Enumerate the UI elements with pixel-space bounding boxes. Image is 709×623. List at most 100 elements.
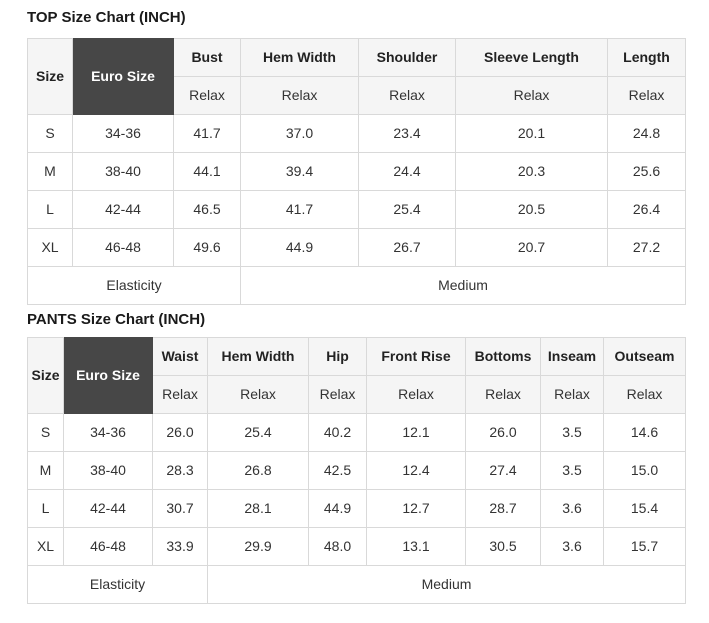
relax-subheader: Relax — [607, 76, 686, 115]
value-cell: 15.0 — [603, 451, 686, 490]
relax-subheader: Relax — [465, 375, 541, 414]
footer-row: Elasticity Medium — [27, 266, 686, 305]
value-cell: 28.1 — [207, 489, 309, 528]
footer-row: Elasticity Medium — [27, 565, 686, 604]
value-cell: 26.7 — [358, 228, 456, 267]
elasticity-value: Medium — [207, 565, 686, 604]
relax-subheader: Relax — [152, 375, 208, 414]
elasticity-label: Elasticity — [27, 266, 241, 305]
value-cell: 38-40 — [72, 152, 174, 191]
value-cell: 34-36 — [72, 114, 174, 153]
value-cell: 30.7 — [152, 489, 208, 528]
relax-subheader: Relax — [540, 375, 604, 414]
value-cell: 44.9 — [308, 489, 367, 528]
value-cell: 25.4 — [358, 190, 456, 229]
table-row: S 34-36 41.7 37.0 23.4 20.1 24.8 — [27, 114, 686, 153]
table-row: L 42-44 46.5 41.7 25.4 20.5 26.4 — [27, 190, 686, 229]
col-header-euro-size: Euro Size — [63, 337, 153, 414]
relax-subheader: Relax — [455, 76, 608, 115]
col-header-inseam: Inseam — [540, 337, 604, 376]
size-cell: M — [27, 152, 73, 191]
table-row: L 42-44 30.7 28.1 44.9 12.7 28.7 3.6 15.4 — [27, 489, 686, 528]
value-cell: 26.8 — [207, 451, 309, 490]
value-cell: 12.1 — [366, 413, 466, 452]
size-chart-page: TOP Size Chart (INCH) Size Euro Size Bust H… — [27, 9, 686, 604]
value-cell: 27.2 — [607, 228, 686, 267]
table-row: M 38-40 44.1 39.4 24.4 20.3 25.6 — [27, 152, 686, 191]
value-cell: 12.4 — [366, 451, 466, 490]
col-header-hem-width: Hem Width — [240, 38, 359, 77]
value-cell: 49.6 — [173, 228, 241, 267]
value-cell: 20.5 — [455, 190, 608, 229]
size-cell: L — [27, 190, 73, 229]
value-cell: 14.6 — [603, 413, 686, 452]
elasticity-value: Medium — [240, 266, 686, 305]
value-cell: 27.4 — [465, 451, 541, 490]
table-row: S 34-36 26.0 25.4 40.2 12.1 26.0 3.5 14.6 — [27, 413, 686, 452]
size-cell: XL — [27, 527, 64, 566]
col-header-bottoms: Bottoms — [465, 337, 541, 376]
relax-subheader: Relax — [308, 375, 367, 414]
relax-subheader: Relax — [173, 76, 241, 115]
value-cell: 15.7 — [603, 527, 686, 566]
value-cell: 25.6 — [607, 152, 686, 191]
relax-subheader: Relax — [366, 375, 466, 414]
value-cell: 42.5 — [308, 451, 367, 490]
top-chart: Size Euro Size Bust Hem Width Shoulder Sleeve… — [27, 38, 686, 305]
size-cell: S — [27, 413, 64, 452]
value-cell: 33.9 — [152, 527, 208, 566]
value-cell: 42-44 — [63, 489, 153, 528]
col-header-size: Size — [27, 38, 73, 115]
table-row: XL 46-48 49.6 44.9 26.7 20.7 27.2 — [27, 228, 686, 267]
value-cell: 3.6 — [540, 527, 604, 566]
value-cell: 46-48 — [63, 527, 153, 566]
value-cell: 42-44 — [72, 190, 174, 229]
value-cell: 44.1 — [173, 152, 241, 191]
table-row: M 38-40 28.3 26.8 42.5 12.4 27.4 3.5 15.0 — [27, 451, 686, 490]
relax-subheader: Relax — [240, 76, 359, 115]
value-cell: 13.1 — [366, 527, 466, 566]
value-cell: 38-40 — [63, 451, 153, 490]
value-cell: 3.6 — [540, 489, 604, 528]
pants-chart-title: PANTS Size Chart (INCH) — [27, 311, 206, 328]
col-header-hem-width: Hem Width — [207, 337, 309, 376]
value-cell: 26.0 — [465, 413, 541, 452]
value-cell: 46.5 — [173, 190, 241, 229]
value-cell: 29.9 — [207, 527, 309, 566]
col-header-front-rise: Front Rise — [366, 337, 466, 376]
value-cell: 20.1 — [455, 114, 608, 153]
value-cell: 26.4 — [607, 190, 686, 229]
pants-chart: Size Euro Size Waist Hem Width Hip Front Rise… — [27, 337, 686, 604]
col-header-hip: Hip — [308, 337, 367, 376]
pants-size-table: Size Euro Size Waist Hem Width Hip Front Rise… — [27, 337, 686, 604]
col-header-shoulder: Shoulder — [358, 38, 456, 77]
value-cell: 37.0 — [240, 114, 359, 153]
value-cell: 28.3 — [152, 451, 208, 490]
relax-subheader: Relax — [603, 375, 686, 414]
col-header-bust: Bust — [173, 38, 241, 77]
table-row: XL 46-48 33.9 29.9 48.0 13.1 30.5 3.6 15.7 — [27, 527, 686, 566]
value-cell: 15.4 — [603, 489, 686, 528]
relax-subheader: Relax — [358, 76, 456, 115]
value-cell: 3.5 — [540, 413, 604, 452]
value-cell: 30.5 — [465, 527, 541, 566]
value-cell: 41.7 — [173, 114, 241, 153]
value-cell: 12.7 — [366, 489, 466, 528]
size-cell: M — [27, 451, 64, 490]
size-cell: L — [27, 489, 64, 528]
value-cell: 48.0 — [308, 527, 367, 566]
value-cell: 40.2 — [308, 413, 367, 452]
col-header-size: Size — [27, 337, 64, 414]
value-cell: 28.7 — [465, 489, 541, 528]
value-cell: 26.0 — [152, 413, 208, 452]
value-cell: 20.7 — [455, 228, 608, 267]
value-cell: 44.9 — [240, 228, 359, 267]
value-cell: 39.4 — [240, 152, 359, 191]
value-cell: 3.5 — [540, 451, 604, 490]
value-cell: 25.4 — [207, 413, 309, 452]
value-cell: 41.7 — [240, 190, 359, 229]
elasticity-label: Elasticity — [27, 565, 208, 604]
col-header-length: Length — [607, 38, 686, 77]
col-header-euro-size: Euro Size — [72, 38, 174, 115]
top-chart-title: TOP Size Chart (INCH) — [27, 9, 186, 26]
